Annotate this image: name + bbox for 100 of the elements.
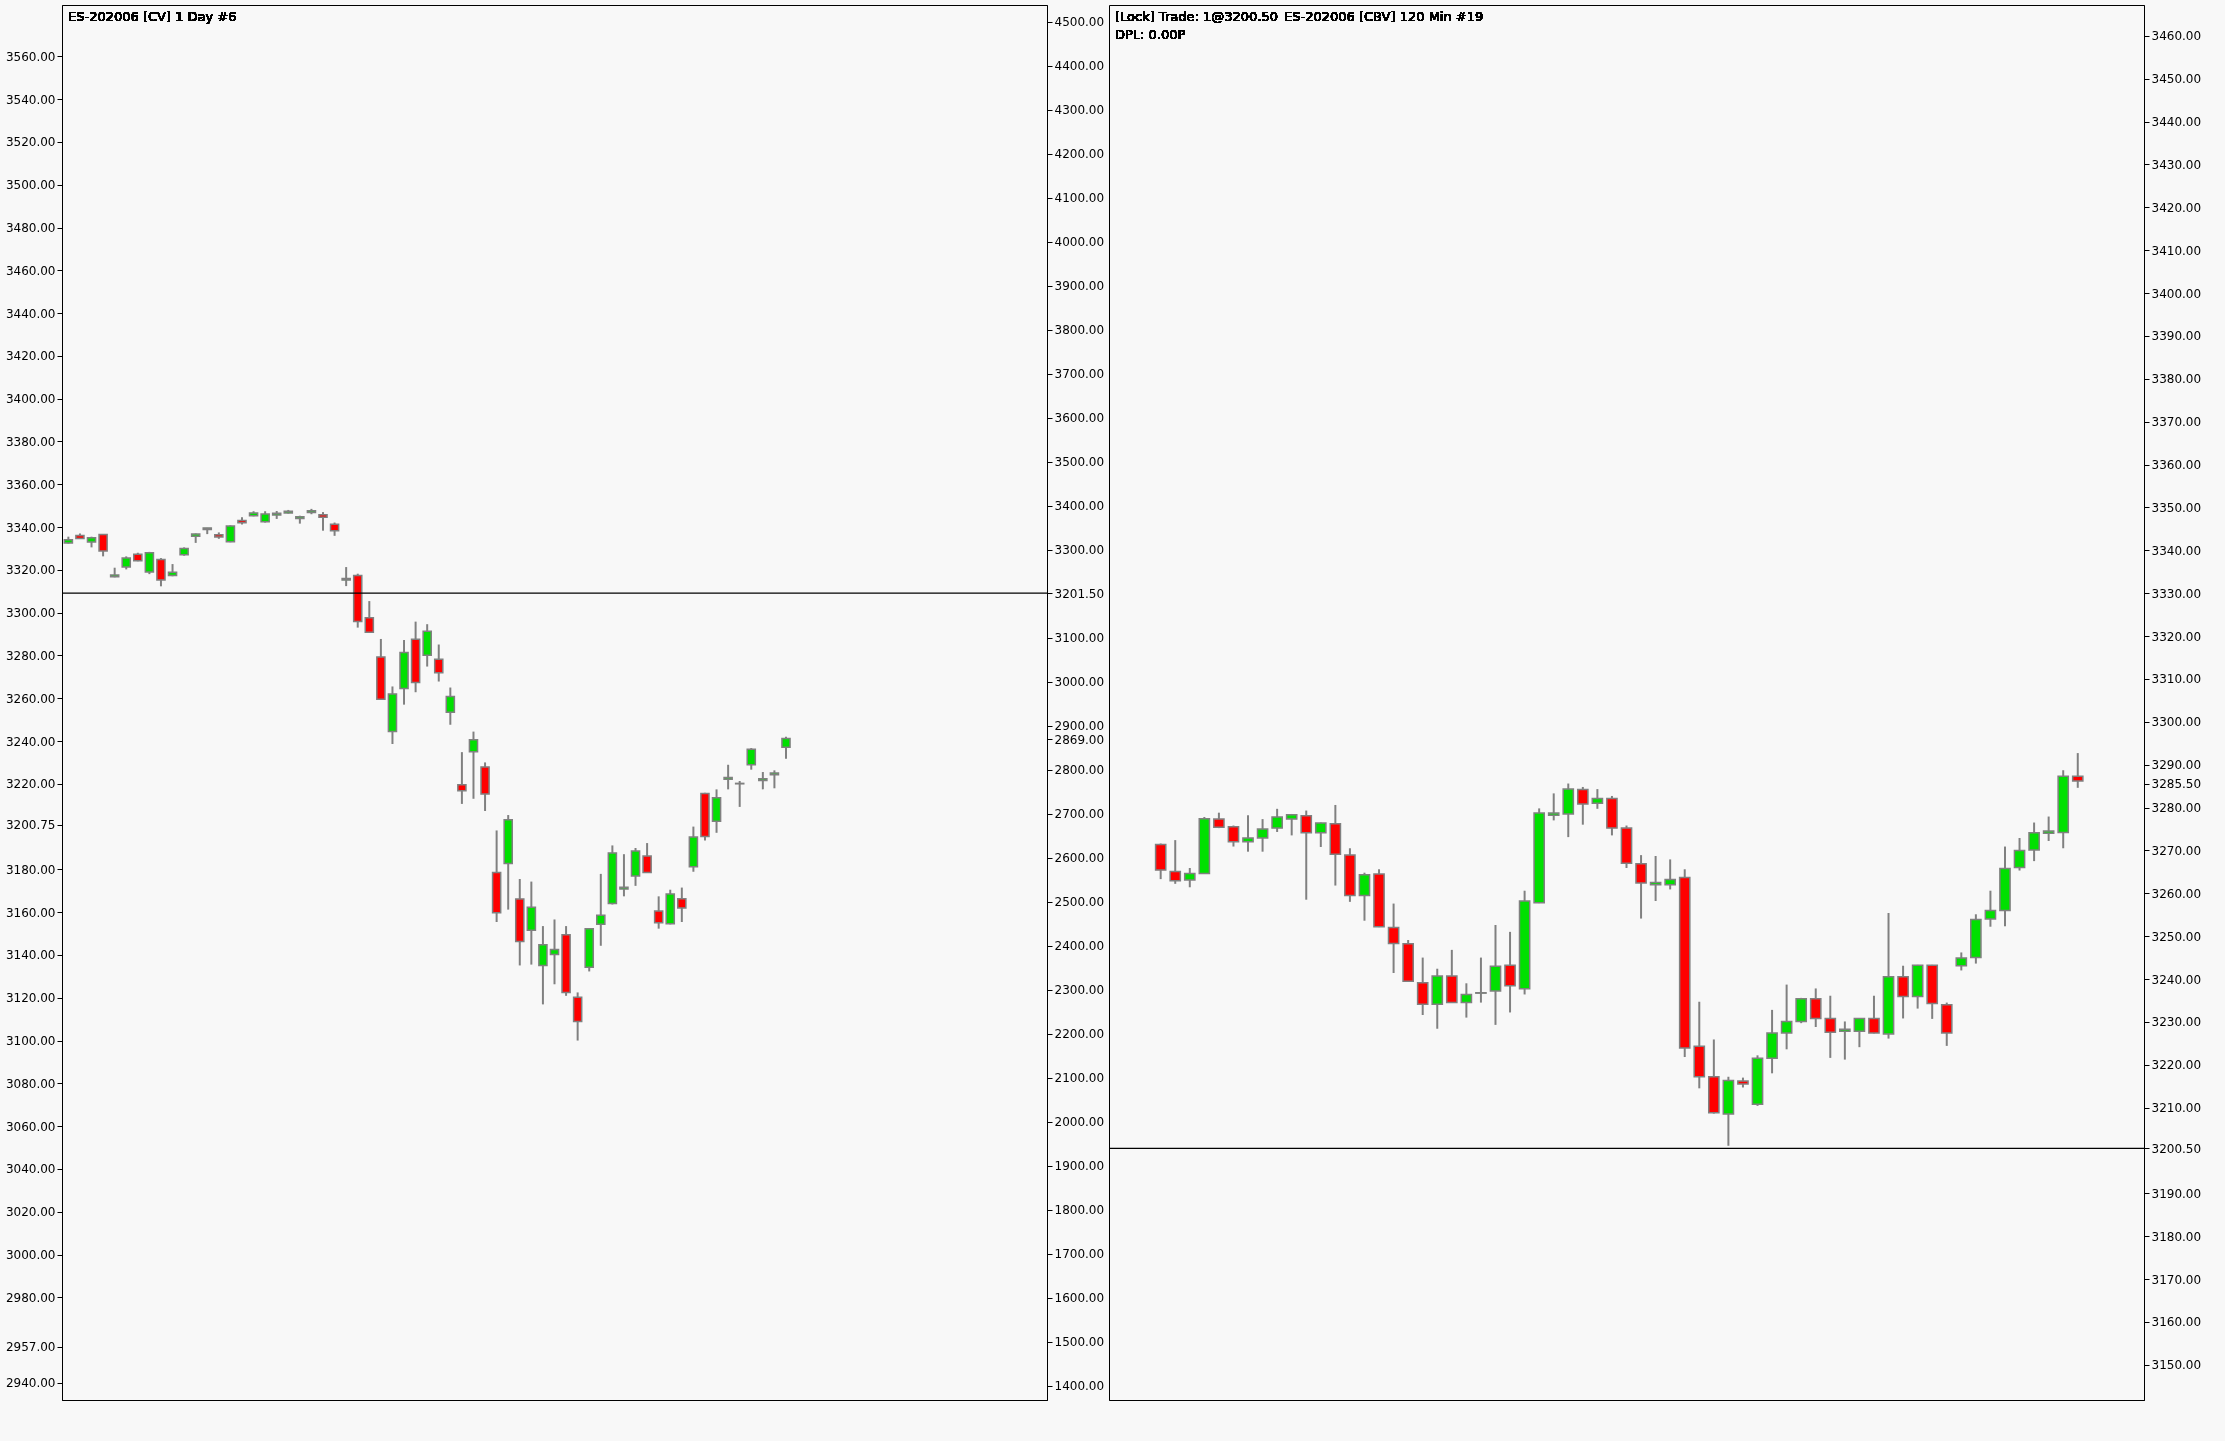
y-tick-label: 3350.00 (2151, 500, 2202, 515)
y2-tick-label: 2300.00 (1054, 983, 1105, 998)
y2-tick-label: 3100.00 (1054, 631, 1105, 646)
y-tick-label: 3500.00 (5, 178, 56, 193)
y-tick-label: 3160.00 (5, 905, 56, 920)
y2-tick-label: 4000.00 (1054, 235, 1105, 250)
y-tick-label: 3300.00 (5, 606, 56, 621)
y-tick-label: 3080.00 (5, 1076, 56, 1091)
y-tick-label: 3440.00 (2151, 115, 2202, 130)
y2-tick-label: 2900.00 (1054, 719, 1105, 734)
y2-tick-label: 2869.00 (1054, 732, 1105, 747)
y-tick-label: 3480.00 (5, 221, 56, 236)
y2-tick-label: 4300.00 (1054, 103, 1105, 118)
y-tick-label: 3380.00 (5, 434, 56, 449)
y-tick-label: 3340.00 (2151, 543, 2202, 558)
y-tick-label: 3270.00 (2151, 843, 2202, 858)
y-tick-label: 3420.00 (5, 349, 56, 364)
y-tick-label: 3100.00 (5, 1034, 56, 1049)
y2-tick-label: 1900.00 (1054, 1159, 1105, 1174)
y-tick-label: 3280.00 (5, 648, 56, 663)
y-tick-label: 3180.00 (5, 862, 56, 877)
y2-tick-label: 3300.00 (1054, 543, 1105, 558)
y-tick-label: 3120.00 (5, 991, 56, 1006)
y-tick-label: 3410.00 (2151, 243, 2202, 258)
y2-tick-label: 1700.00 (1054, 1247, 1105, 1262)
y-tick-label: 3160.00 (2151, 1315, 2202, 1330)
y-tick-label: 3370.00 (2151, 415, 2202, 430)
y-tick-label: 3400.00 (2151, 286, 2202, 301)
y-tick-label: 3250.00 (2151, 929, 2202, 944)
y-tick-label: 3340.00 (5, 520, 56, 535)
y2-tick-label: 4500.00 (1054, 15, 1105, 30)
y2-tick-label: 2100.00 (1054, 1071, 1105, 1086)
chart-title: ES-202006 [CV] 1 Day #6 (68, 9, 237, 24)
y2-tick-label: 2700.00 (1054, 807, 1105, 822)
y-tick-label: 3420.00 (2151, 200, 2202, 215)
y2-tick-label: 3600.00 (1054, 411, 1105, 426)
y-tick-label: 3380.00 (2151, 372, 2202, 387)
annotation: DPL: 0.00P (1115, 27, 1186, 42)
y-tick-label: 3320.00 (5, 563, 56, 578)
y-tick-label: 3170.00 (2151, 1272, 2202, 1287)
y-tick-label: 3200.75 (5, 818, 56, 833)
y2-tick-label: 3000.00 (1054, 675, 1105, 690)
y2-tick-label: 2800.00 (1054, 763, 1105, 778)
y-tick-label: 3190.00 (2151, 1186, 2202, 1201)
y2-tick-label: 1400.00 (1054, 1379, 1105, 1394)
y-tick-label: 3040.00 (5, 1162, 56, 1177)
y2-tick-label: 3201.50 (1054, 586, 1105, 601)
y2-tick-label: 1800.00 (1054, 1203, 1105, 1218)
y2-tick-label: 2400.00 (1054, 939, 1105, 954)
y-tick-label: 3180.00 (2151, 1229, 2202, 1244)
y-tick-label: 3330.00 (2151, 586, 2202, 601)
y-tick-label: 3560.00 (5, 49, 56, 64)
y-tick-label: 3060.00 (5, 1119, 56, 1134)
y2-tick-label: 2000.00 (1054, 1115, 1105, 1130)
y2-tick-label: 3400.00 (1054, 499, 1105, 514)
y2-tick-label: 1600.00 (1054, 1291, 1105, 1306)
y-tick-label: 3290.00 (2151, 758, 2202, 773)
y-tick-label: 3390.00 (2151, 329, 2202, 344)
y2-tick-label: 3800.00 (1054, 323, 1105, 338)
y2-tick-label: 3900.00 (1054, 279, 1105, 294)
y-tick-label: 3360.00 (5, 477, 56, 492)
y-tick-label: 3280.00 (2151, 801, 2202, 816)
y-tick-label: 3020.00 (5, 1205, 56, 1220)
y-tick-label: 3230.00 (2151, 1015, 2202, 1030)
y2-tick-label: 4400.00 (1054, 59, 1105, 74)
y-tick-label: 3540.00 (5, 92, 56, 107)
y-tick-label: 3260.00 (2151, 886, 2202, 901)
y2-tick-label: 3500.00 (1054, 455, 1105, 470)
y-tick-label: 3440.00 (5, 306, 56, 321)
y2-tick-label: 3700.00 (1054, 367, 1105, 382)
y-tick-label: 2980.00 (5, 1290, 56, 1305)
y-tick-label: 3260.00 (5, 691, 56, 706)
y-tick-label: 2957.00 (5, 1340, 56, 1355)
y-tick-label: 3150.00 (2151, 1358, 2202, 1373)
y-tick-label: 3300.00 (2151, 715, 2202, 730)
y2-tick-label: 2200.00 (1054, 1027, 1105, 1042)
y-tick-label: 3240.00 (5, 734, 56, 749)
y-tick-label: 3220.00 (5, 777, 56, 792)
y-tick-label: 3400.00 (5, 392, 56, 407)
y2-tick-label: 2500.00 (1054, 895, 1105, 910)
y-tick-label: 3210.00 (2151, 1101, 2202, 1116)
y2-tick-label: 4200.00 (1054, 147, 1105, 162)
y2-tick-label: 2600.00 (1054, 851, 1105, 866)
y2-tick-label: 4100.00 (1054, 191, 1105, 206)
y-tick-label: 3460.00 (2151, 29, 2202, 44)
y-tick-label: 3200.50 (2151, 1141, 2202, 1156)
y-tick-label: 3000.00 (5, 1248, 56, 1263)
y-tick-label: 3285.50 (2151, 777, 2202, 792)
y-tick-label: 3450.00 (2151, 72, 2202, 87)
y-tick-label: 3520.00 (5, 135, 56, 150)
y-tick-label: 3430.00 (2151, 157, 2202, 172)
y-tick-label: 3140.00 (5, 948, 56, 963)
y-tick-label: 3320.00 (2151, 629, 2202, 644)
y-tick-label: 2940.00 (5, 1376, 56, 1391)
y-tick-label: 3360.00 (2151, 458, 2202, 473)
chart-title: ES-202006 [CBV] 120 Min #19 (1284, 9, 1484, 24)
y-tick-label: 3240.00 (2151, 972, 2202, 987)
annotation: [Lock] Trade: 1@3200.50 (1115, 9, 1279, 24)
y-tick-label: 3220.00 (2151, 1058, 2202, 1073)
y2-tick-label: 1500.00 (1054, 1335, 1105, 1350)
